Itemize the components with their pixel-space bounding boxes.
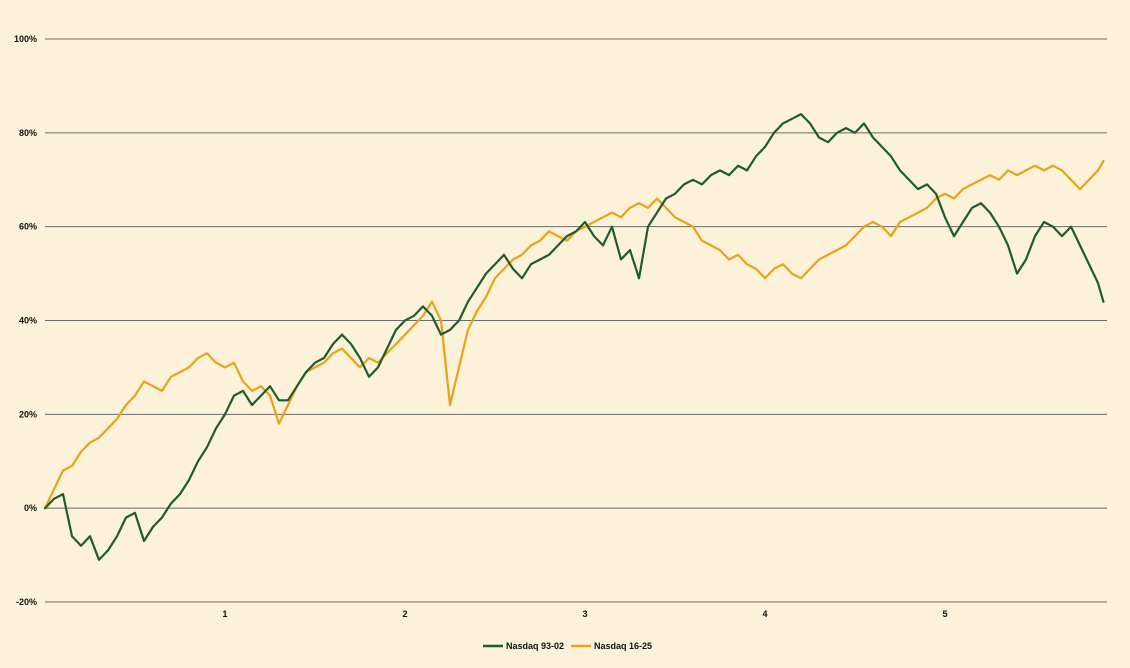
x-tick-label: 1 <box>222 609 227 619</box>
x-tick-label: 3 <box>582 609 587 619</box>
y-tick-label: -20% <box>16 597 37 607</box>
series-line-0 <box>43 113 1105 561</box>
gridlines <box>45 38 1107 603</box>
legend: Nasdaq 93-02 Nasdaq 16-25 <box>483 641 652 651</box>
series-lines <box>43 113 1105 561</box>
y-tick-label: 60% <box>19 222 37 232</box>
y-tick-label: 40% <box>19 316 37 326</box>
legend-label: Nasdaq 93-02 <box>506 641 564 651</box>
x-axis: 1 2 3 4 5 <box>222 609 947 619</box>
series-line-1 <box>43 159 1105 510</box>
y-tick-label: 0% <box>24 503 37 513</box>
y-tick-label: 80% <box>19 128 37 138</box>
y-tick-label: 100% <box>14 34 37 44</box>
x-tick-label: 2 <box>402 609 407 619</box>
x-tick-label: 4 <box>762 609 767 619</box>
legend-label: Nasdaq 16-25 <box>594 641 652 651</box>
y-axis: -20% 0% 20% 40% 60% 80% 100% <box>14 34 37 607</box>
y-tick-label: 20% <box>19 409 37 419</box>
x-tick-label: 5 <box>942 609 947 619</box>
